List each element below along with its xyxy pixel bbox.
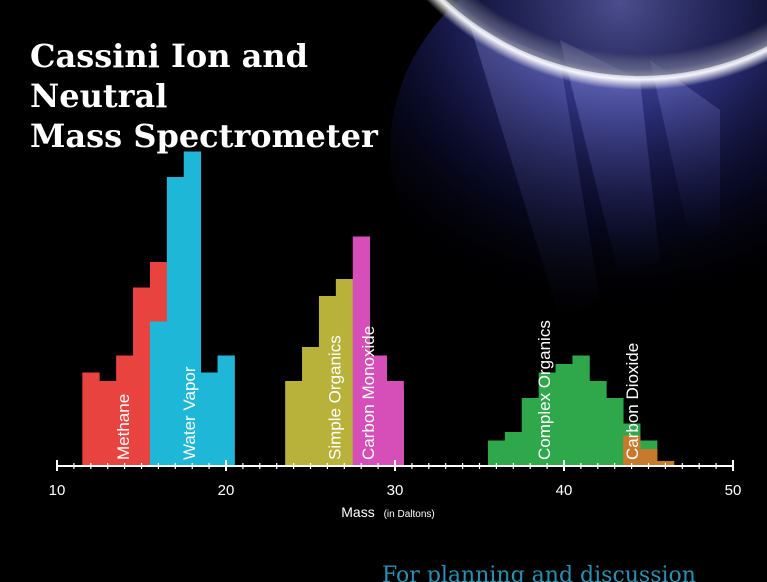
- x-tick-label-30: 30: [387, 482, 404, 499]
- bar-water-vapor-16: [149, 321, 168, 466]
- bar-complex-organics-36: [487, 440, 506, 466]
- bars-layer: [82, 151, 675, 466]
- x-axis-title-main: Mass: [341, 504, 374, 520]
- x-axis-title-note: (in Daltons): [384, 509, 435, 520]
- x-tick-label-10: 10: [49, 482, 66, 499]
- bar-complex-organics-43: [606, 398, 624, 466]
- bar-simple-organics-26: [318, 296, 337, 466]
- x-tick-label-50: 50: [725, 482, 742, 499]
- label-water-vapor: Water Vapor: [180, 366, 199, 460]
- bar-simple-organics-25: [302, 347, 320, 466]
- footer-note: For planning and discussion: [382, 563, 696, 582]
- bar-methane-14: [116, 355, 134, 466]
- bar-methane-15: [133, 287, 151, 466]
- moon-limb: [425, 0, 767, 90]
- x-axis-title: Mass (in Daltons): [341, 504, 434, 520]
- bar-carbon-dioxide-45: [640, 449, 658, 466]
- bar-complex-organics-37: [504, 432, 523, 466]
- bar-complex-organics-39: [538, 372, 556, 466]
- label-complex-organics: Complex Organics: [535, 320, 554, 460]
- label-carbon-monoxide: Carbon Monoxide: [359, 326, 378, 460]
- slide-title-line2: Mass Spectrometer: [30, 117, 378, 155]
- bar-methane-12: [82, 372, 100, 466]
- compound-labels: Methane Water Vapor Simple Organics Carbon …: [114, 320, 642, 460]
- slide-title: Cassini Ion and Neutral Mass Spectromete…: [30, 36, 450, 156]
- bar-complex-organics-38: [521, 398, 540, 466]
- bar-carbon-monoxide-30: [386, 381, 404, 466]
- bar-carbon-monoxide-28: [352, 236, 371, 466]
- slide-title-line1: Cassini Ion and Neutral: [30, 37, 309, 115]
- label-methane: Methane: [114, 394, 133, 460]
- bar-simple-organics-24: [285, 381, 303, 466]
- bar-water-vapor-20: [217, 355, 235, 466]
- plume-background: [390, 0, 767, 360]
- bar-carbon-dioxide-44: [623, 435, 641, 466]
- bar-complex-organics-42: [589, 381, 607, 466]
- x-tick-label-20: 20: [218, 482, 235, 499]
- label-simple-organics: Simple Organics: [325, 335, 344, 460]
- bar-complex-organics-40: [555, 364, 573, 466]
- bar-simple-organics-27: [335, 279, 354, 466]
- x-axis: 10 20 30 40 50: [49, 460, 742, 499]
- bar-complex-organics-41: [572, 355, 590, 466]
- bar-carbon-monoxide-29: [369, 355, 387, 466]
- bar-water-vapor-17: [166, 177, 185, 466]
- bar-water-vapor-18: [183, 151, 202, 466]
- bar-water-vapor-19: [200, 372, 218, 466]
- label-carbon-dioxide: Carbon Dioxide: [623, 343, 642, 460]
- bar-methane-13: [99, 381, 117, 466]
- x-tick-label-40: 40: [556, 482, 573, 499]
